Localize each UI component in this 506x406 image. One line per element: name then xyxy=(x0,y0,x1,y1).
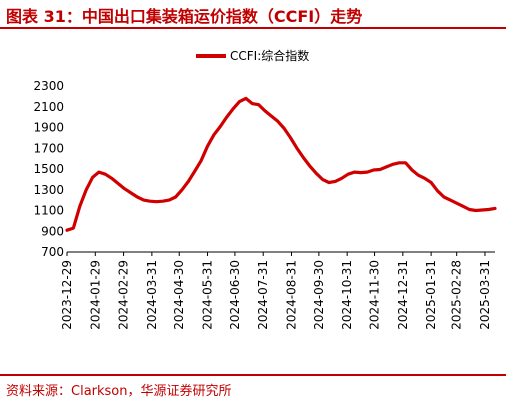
x-tick-label: 2024-09-30 xyxy=(312,260,326,330)
x-tick-label: 2024-08-31 xyxy=(284,260,298,330)
x-tick-label: 2024-07-31 xyxy=(256,260,270,330)
y-tick-label: 900 xyxy=(41,224,64,238)
x-tick-label: 2025-02-28 xyxy=(450,260,464,330)
source-rule xyxy=(0,374,506,376)
x-tick-label: 2024-03-31 xyxy=(145,260,159,330)
y-tick-label: 1500 xyxy=(33,162,64,176)
y-tick-label: 2300 xyxy=(33,79,64,93)
x-tick-label: 2024-04-30 xyxy=(172,260,186,330)
y-tick-label: 1700 xyxy=(33,141,64,155)
x-tick-label: 2024-06-30 xyxy=(228,260,242,330)
x-tick-label: 2024-12-31 xyxy=(396,260,410,330)
x-tick-label: 2024-10-31 xyxy=(340,260,354,330)
y-tick-label: 700 xyxy=(41,245,64,259)
series-layer xyxy=(65,96,497,232)
x-tick-label: 2024-05-31 xyxy=(201,260,215,330)
y-tick-label: 2100 xyxy=(33,100,64,114)
y-tick-label: 1900 xyxy=(33,121,64,135)
y-tick-label: 1100 xyxy=(33,204,64,218)
figure-title: 图表 31：中国出口集装箱运价指数（CCFI）走势 xyxy=(6,7,363,26)
x-tick-label: 2025-03-31 xyxy=(478,260,492,330)
x-tick-label: 2024-02-29 xyxy=(117,260,131,330)
x-tick-label: 2023-12-29 xyxy=(60,260,74,330)
legend-label: CCFI:综合指数 xyxy=(230,48,309,63)
y-tick-label: 1300 xyxy=(33,183,64,197)
x-tick-label: 2025-01-31 xyxy=(424,260,438,330)
title-rule xyxy=(0,27,506,29)
x-tick-label: 2024-11-30 xyxy=(368,260,382,330)
x-tick-label: 2024-01-29 xyxy=(88,260,102,330)
source-note: 资料来源：Clarkson，华源证券研究所 xyxy=(6,384,232,399)
y-axis-ticks: 700 900 1100 1300 1500 1700 1900 2100 2300 xyxy=(33,79,64,259)
series-line-ccfi xyxy=(65,96,497,232)
x-axis-ticks: 2023-12-29 2024-01-29 2024-02-29 2024-03-31… xyxy=(60,252,492,330)
ccfi-line-chart: CCFI:综合指数 700 900 1100 1300 1500 1700 1900 2100… xyxy=(33,48,497,330)
legend: CCFI:综合指数 xyxy=(196,48,309,63)
